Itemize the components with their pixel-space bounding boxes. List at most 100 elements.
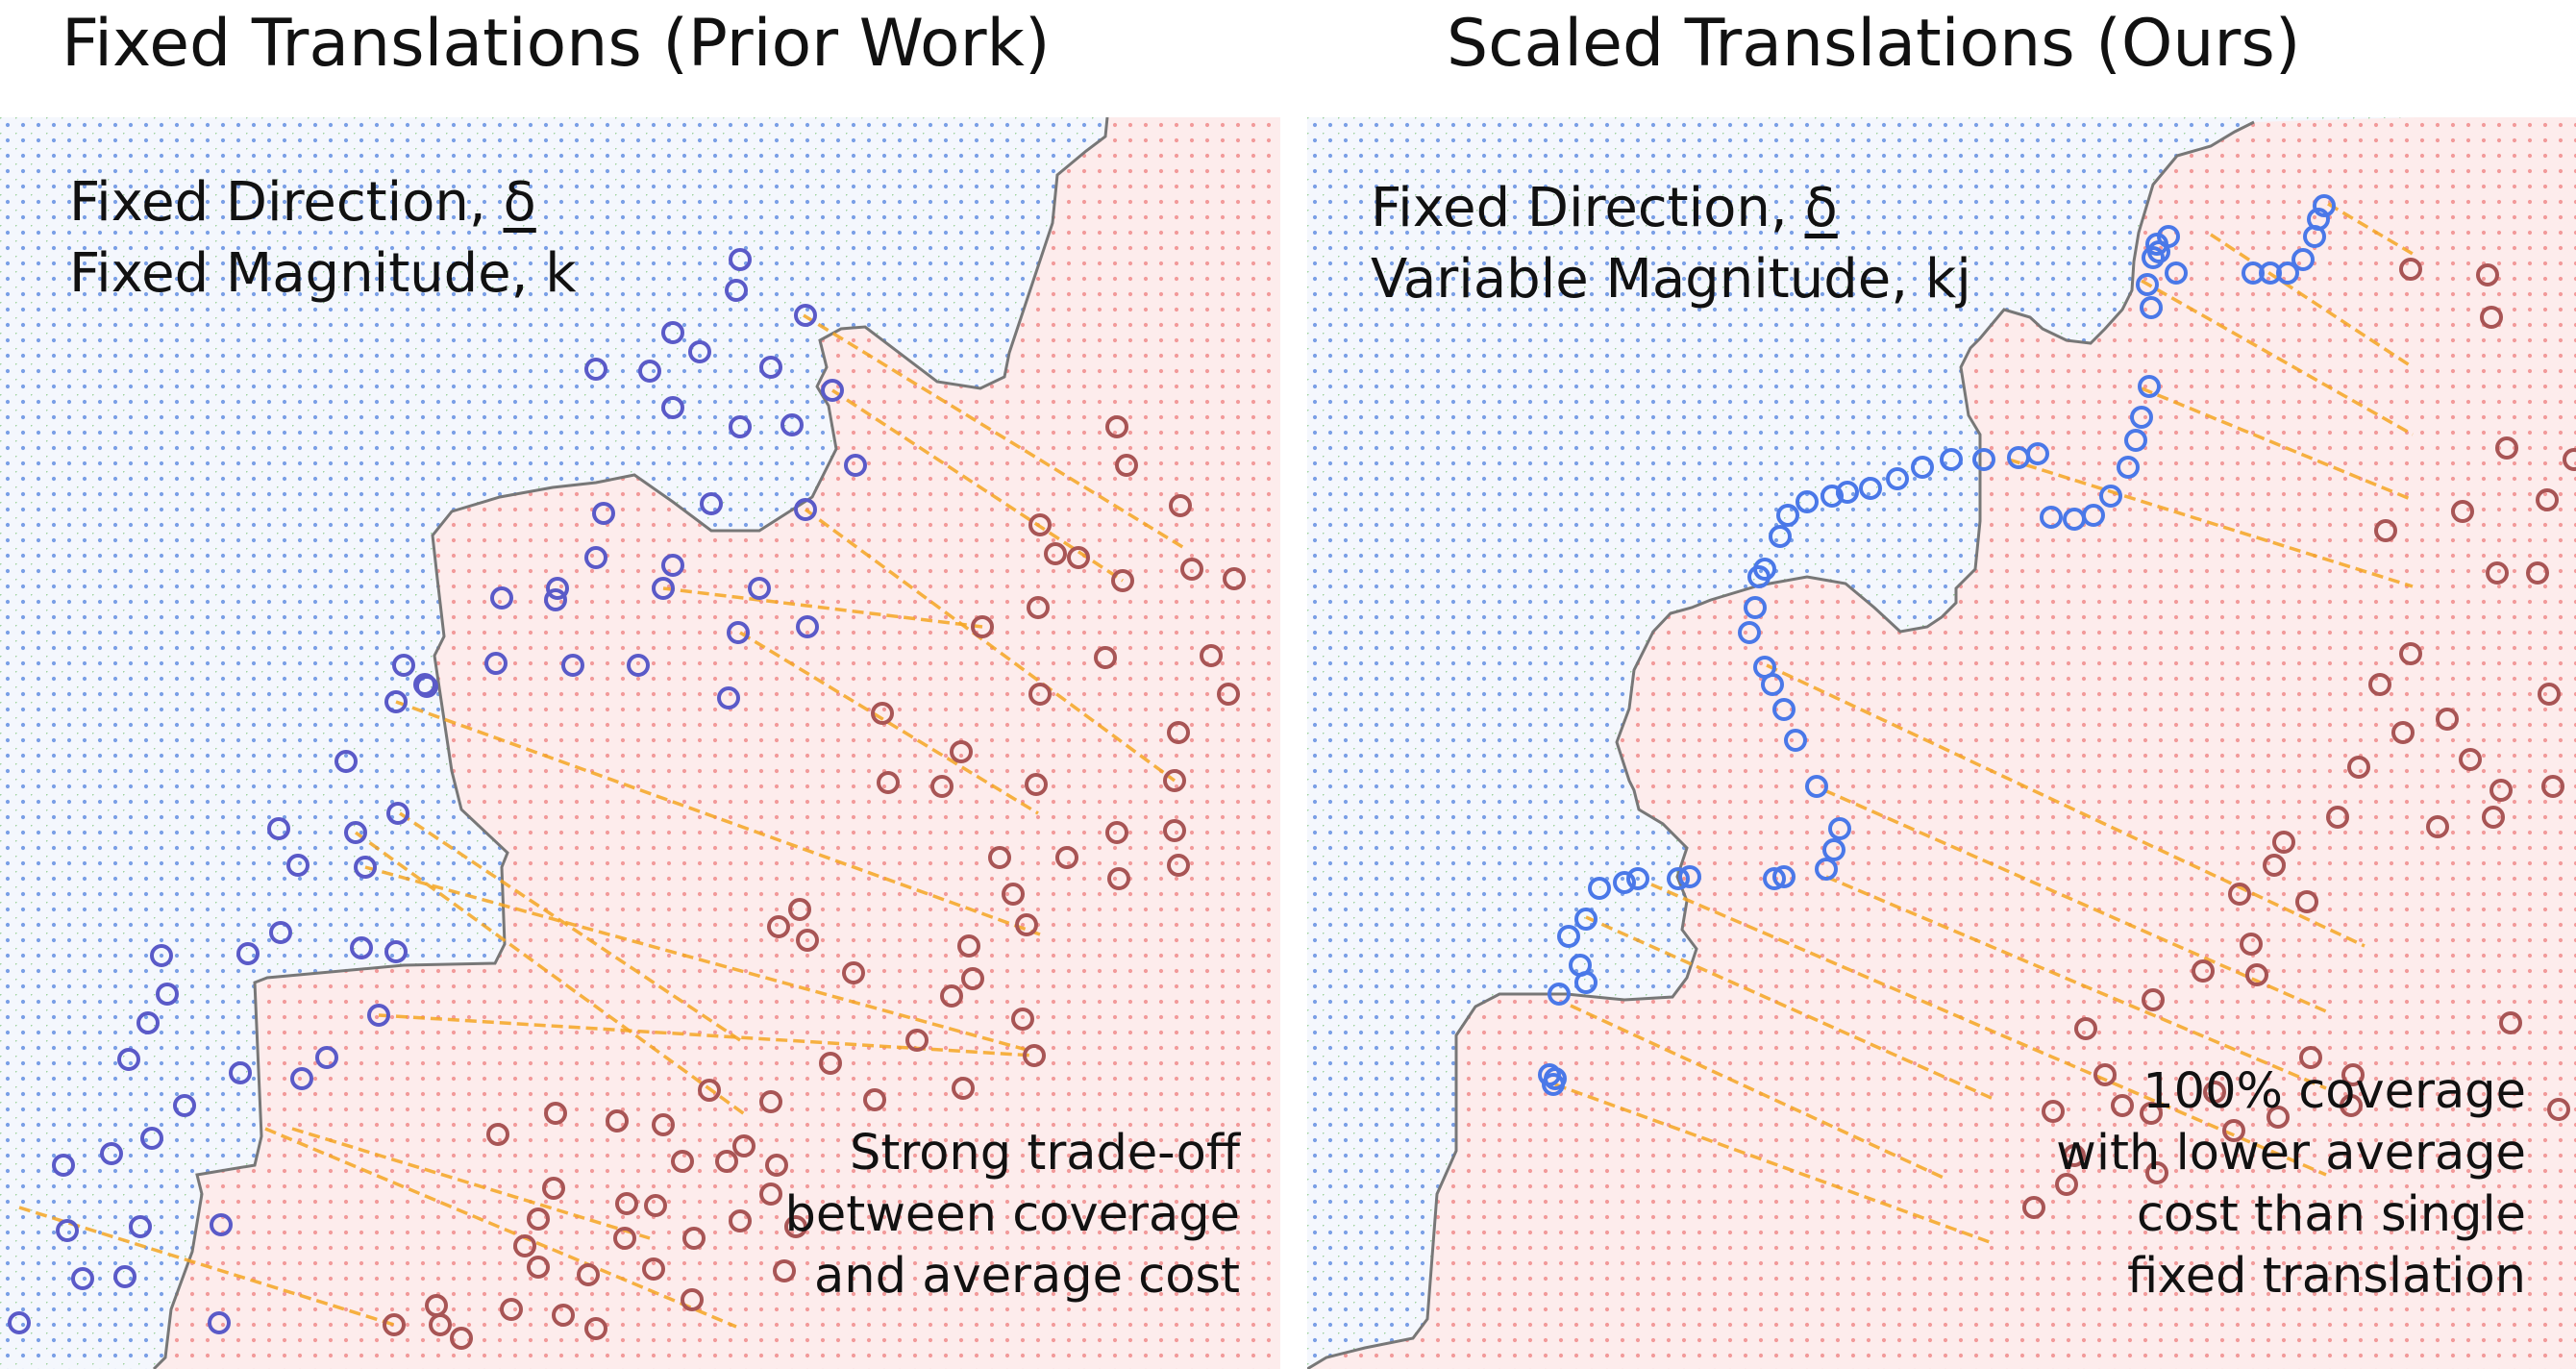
translation-line	[18, 1206, 395, 1327]
translated-point	[1200, 644, 1223, 667]
original-point	[592, 502, 615, 525]
original-point	[561, 654, 584, 677]
translated-point	[871, 702, 894, 725]
translated-point	[1094, 646, 1117, 669]
translated-point	[2272, 831, 2295, 854]
original-point	[208, 1311, 231, 1334]
translation-line	[291, 1127, 651, 1240]
left-panel: Fixed Direction, δ Fixed Magnitude, k St…	[0, 117, 1280, 1369]
original-point	[367, 1004, 390, 1027]
original-point	[173, 1094, 196, 1117]
translated-point	[527, 1207, 550, 1231]
translated-point	[2340, 1094, 2363, 1117]
boundary-point	[1772, 698, 1796, 721]
original-point	[392, 654, 415, 677]
boundary-point	[1542, 1073, 1565, 1096]
translated-point	[2536, 488, 2559, 511]
translated-point	[1217, 683, 1240, 706]
translated-point	[698, 1079, 721, 1102]
translated-point	[671, 1150, 694, 1173]
boundary-point	[2313, 194, 2336, 217]
boundary-point	[2142, 246, 2165, 269]
translated-point	[500, 1298, 523, 1321]
translated-point	[2063, 1144, 2086, 1167]
translated-point	[1163, 769, 1186, 792]
translated-point	[486, 1123, 509, 1146]
translated-point	[988, 846, 1011, 869]
right-note-line: 100% coverage	[2143, 1063, 2526, 1120]
original-point	[652, 577, 675, 600]
original-point	[386, 802, 409, 825]
translation-line	[662, 586, 983, 629]
right-magnitude-label: Variable Magnitude,	[1371, 248, 1909, 311]
right-note-line: fixed translation	[2127, 1248, 2526, 1305]
translated-point	[2074, 1017, 2097, 1040]
original-point	[727, 621, 750, 644]
translated-point	[1167, 854, 1190, 877]
original-point	[544, 588, 567, 611]
boundary-point	[1667, 867, 1690, 890]
original-point	[638, 360, 661, 383]
original-point	[688, 340, 711, 363]
right-panel-title: Scaled Translations (Ours)	[1447, 6, 2301, 82]
boundary-point	[1911, 456, 1934, 479]
translated-point	[2222, 1119, 2245, 1142]
translated-point	[527, 1256, 550, 1279]
right-note-line: with lower average	[2056, 1125, 2526, 1182]
boundary-point	[1588, 877, 1611, 900]
left-note-line: between coverage	[784, 1186, 1240, 1243]
original-point	[350, 936, 373, 959]
translated-point	[729, 1209, 752, 1232]
translated-point	[863, 1088, 886, 1111]
translated-point	[1011, 1008, 1034, 1031]
original-point	[384, 940, 408, 963]
translation-line	[1585, 915, 1996, 1102]
translated-point	[952, 1077, 975, 1100]
translated-point	[2368, 673, 2391, 696]
original-point	[56, 1219, 79, 1242]
boundary-point	[1822, 838, 1845, 861]
boundary-point	[1744, 596, 1767, 619]
translated-point	[425, 1294, 448, 1317]
original-point	[117, 1048, 140, 1071]
right-magnitude-row: Variable Magnitude, kj	[1371, 242, 1971, 317]
original-point	[584, 358, 607, 381]
translated-point	[2093, 1063, 2117, 1086]
left-diagram	[0, 117, 1280, 1369]
translated-point	[1028, 683, 1052, 706]
original-point	[8, 1311, 31, 1334]
translated-point	[1044, 542, 1067, 565]
translated-point	[784, 1215, 807, 1238]
boundary-point	[1574, 971, 1598, 994]
original-point	[269, 921, 292, 944]
left-magnitude-row: Fixed Magnitude, k	[69, 236, 577, 311]
right-diagram	[1307, 117, 2576, 1369]
original-point	[344, 821, 367, 844]
translated-point	[2499, 1011, 2522, 1034]
translated-point	[450, 1327, 473, 1350]
translated-point	[584, 1317, 607, 1340]
translation-line	[364, 865, 1028, 1052]
translated-point	[2203, 1081, 2226, 1104]
original-point	[796, 615, 819, 638]
translated-point	[1025, 773, 1048, 796]
boundary-point	[2099, 485, 2122, 508]
translated-point	[1107, 867, 1130, 890]
original-point	[794, 304, 817, 327]
left-direction-label: Fixed Direction,	[69, 171, 486, 234]
translated-point	[2042, 1100, 2065, 1123]
original-point	[384, 690, 408, 713]
original-point	[140, 1127, 163, 1150]
translated-point	[2240, 933, 2263, 956]
translated-point	[1002, 883, 1025, 906]
translated-point	[905, 1029, 929, 1052]
original-point	[236, 942, 260, 965]
right-direction-symbol: δ	[1804, 177, 1838, 239]
translated-point	[2347, 756, 2370, 779]
translated-point	[732, 1134, 755, 1157]
translated-point	[2541, 775, 2564, 798]
original-point	[759, 356, 782, 379]
boundary-point	[1940, 448, 1963, 471]
original-point	[794, 498, 817, 521]
boundary-point	[2291, 248, 2315, 271]
